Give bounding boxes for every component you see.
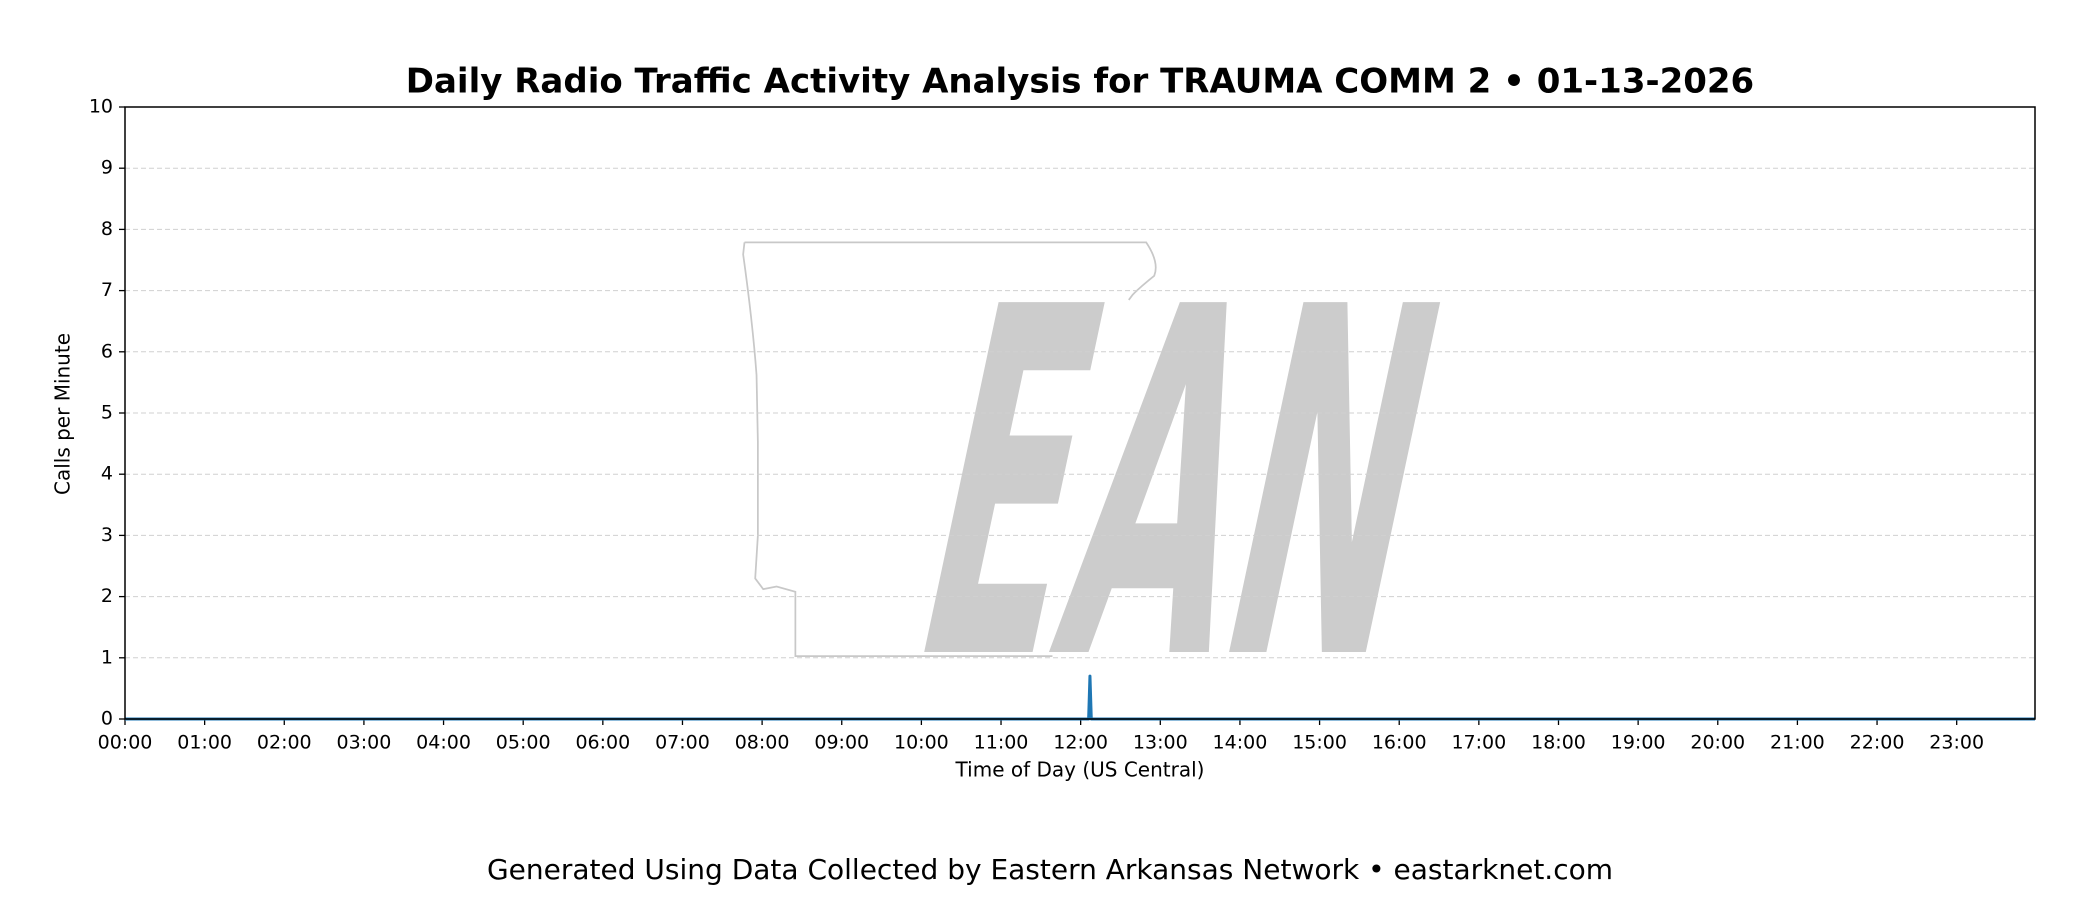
x-tick-label: 06:00 <box>575 732 630 754</box>
y-tick-label: 0 <box>101 708 113 730</box>
y-tick-label: 4 <box>101 463 113 485</box>
footer: Generated Using Data Collected by Easter… <box>487 853 1613 886</box>
watermark-map <box>742 241 1157 657</box>
y-tick-label: 5 <box>101 402 113 424</box>
watermark: EAN <box>881 207 1480 766</box>
x-axis-label: Time of Day (US Central) <box>955 758 1205 782</box>
x-tick-label: 05:00 <box>496 732 551 754</box>
x-tick-label: 15:00 <box>1292 732 1347 754</box>
x-tick-label: 08:00 <box>735 732 790 754</box>
x-tick-label: 11:00 <box>974 732 1029 754</box>
y-tick-label: 10 <box>89 96 113 118</box>
x-tick-label: 12:00 <box>1053 732 1108 754</box>
state-outline <box>742 241 1157 657</box>
x-tick-label: 02:00 <box>257 732 312 754</box>
x-tick-label: 18:00 <box>1531 732 1586 754</box>
chart-title: Daily Radio Traffic Activity Analysis fo… <box>406 62 1754 102</box>
x-tick-label: 16:00 <box>1372 732 1427 754</box>
y-tick-label: 3 <box>101 524 113 546</box>
x-tick-label: 19:00 <box>1611 732 1666 754</box>
x-tick-label: 01:00 <box>177 732 232 754</box>
x-tick-label: 21:00 <box>1770 732 1825 754</box>
x-tick-label: 20:00 <box>1690 732 1745 754</box>
y-tick-label: 1 <box>101 646 113 668</box>
x-tick-label: 13:00 <box>1133 732 1188 754</box>
x-tick-label: 07:00 <box>655 732 710 754</box>
x-tick-label: 04:00 <box>416 732 471 754</box>
y-axis-label: Calls per Minute <box>51 333 75 495</box>
x-tick-label: 23:00 <box>1929 732 1984 754</box>
y-tick-label: 2 <box>101 585 113 607</box>
y-tick-label: 8 <box>101 218 113 240</box>
x-tick-label: 03:00 <box>337 732 392 754</box>
y-tick-label: 9 <box>101 157 113 179</box>
x-tick-label: 10:00 <box>894 732 949 754</box>
plot-frame <box>124 106 2036 720</box>
x-tick-label: 14:00 <box>1213 732 1268 754</box>
x-tick-label: 09:00 <box>814 732 869 754</box>
x-tick-label: 17:00 <box>1451 732 1506 754</box>
y-tick-label: 7 <box>101 279 113 301</box>
x-tick-label: 22:00 <box>1850 732 1905 754</box>
x-tick-label: 00:00 <box>98 732 153 754</box>
y-tick-label: 6 <box>101 340 113 362</box>
